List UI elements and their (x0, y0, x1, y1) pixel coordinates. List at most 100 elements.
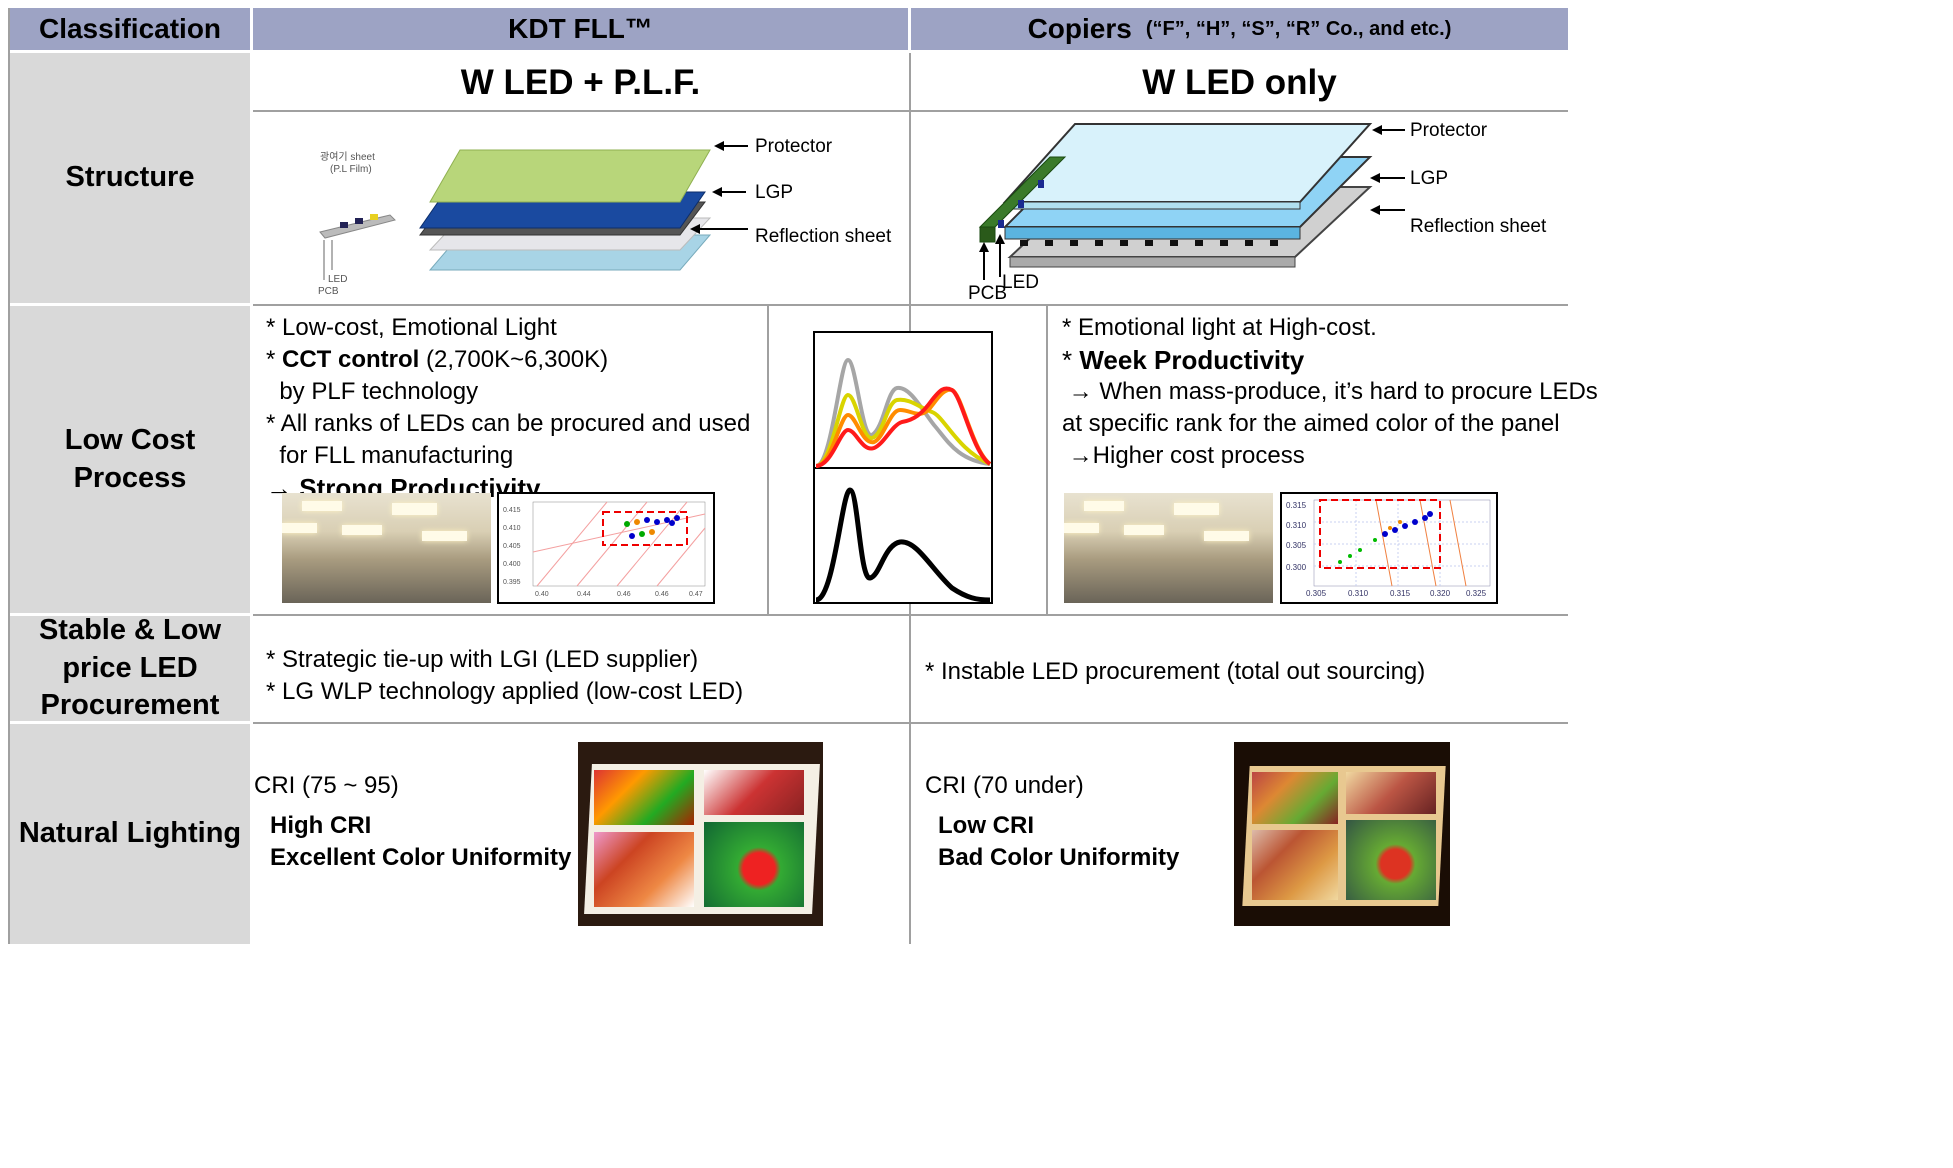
ceiling-lamp (342, 525, 382, 535)
x-tick: 0.325 (1466, 589, 1487, 598)
spectrum-gray (815, 357, 991, 468)
film-label: (P.L Film) (330, 164, 372, 175)
row-label-low-cost: Low Cost Process (10, 306, 250, 613)
kdt-low-cost-text: * Low-cost, Emotional Light * CCT contro… (266, 314, 751, 503)
y-tick: 0.415 (503, 507, 521, 514)
arrow-left-icon (1372, 125, 1405, 135)
kdt-structure-diagram: 광여기 sheet (P.L Film) LED PCB Protector L… (318, 136, 892, 297)
ceiling-lamp (1084, 501, 1124, 511)
lgp-dots (1020, 240, 1278, 246)
spectrum-charts (813, 331, 993, 604)
row-label-structure: Structure (10, 53, 250, 303)
row-divider (253, 304, 1568, 306)
pcb-strip (319, 214, 396, 239)
ceiling-lamp (1204, 531, 1249, 541)
kdt-cri: CRI (75 ~ 95) (254, 772, 399, 799)
row-label-natural: Natural Lighting (10, 724, 250, 944)
pcb-label: PCB (968, 283, 1007, 304)
y-tick: 0.310 (1286, 521, 1307, 530)
kdt-natural-bold: High CRI Excellent Color Uniformity (270, 812, 572, 871)
copiers-procurement-text: * Instable LED procurement (total out so… (925, 658, 1426, 685)
protector-edge (1004, 201, 1301, 210)
x-tick: 0.315 (1390, 589, 1411, 598)
lgp-edge (1004, 226, 1301, 240)
pcb-label: PCB (318, 286, 339, 297)
arrow-left-icon (712, 187, 746, 197)
y-tick: 0.400 (503, 561, 521, 568)
pcb-edge (979, 226, 996, 243)
row-divider (253, 722, 1568, 724)
spectrum-red (815, 386, 992, 468)
reflection-label: Reflection sheet (755, 226, 892, 247)
arrow-left-icon (1370, 173, 1405, 183)
x-tick: 0.305 (1306, 589, 1327, 598)
lgp-label: LGP (1410, 168, 1448, 189)
isotherm-lines (1375, 499, 1467, 587)
arrow-up-icon (979, 242, 989, 280)
copiers-office-photo (1064, 493, 1273, 603)
y-tick: 0.405 (503, 543, 521, 550)
food-panel (594, 832, 694, 907)
highlight-box (1319, 499, 1441, 569)
header-classification: Classification (10, 8, 250, 50)
x-tick: 0.47 (689, 591, 703, 598)
y-tick: 0.300 (1286, 563, 1307, 572)
led-label: LED (328, 274, 347, 285)
x-tick: 0.320 (1430, 589, 1451, 598)
protector-label: Protector (755, 136, 833, 157)
header-copiers: Copiers (“F”, “H”, “S”, “R” Co., and etc… (911, 8, 1568, 50)
ceiling-lamp (1174, 503, 1219, 515)
led-chip (370, 214, 378, 220)
food-panel (1252, 772, 1338, 824)
kdt-procurement-text: * Strategic tie-up with LGI (LED supplie… (266, 646, 744, 705)
kdt-scatter-plot: 0.415 0.410 0.405 0.400 0.395 0.40 0.44 … (497, 492, 715, 604)
x-tick: 0.46 (655, 591, 669, 598)
spectrum-black (814, 487, 991, 603)
y-tick: 0.315 (1286, 501, 1307, 510)
led-chip (998, 220, 1004, 228)
protector-label: Protector (1410, 120, 1488, 141)
x-tick: 0.44 (577, 591, 591, 598)
ceiling-lamp (422, 531, 467, 541)
row-divider (253, 110, 1568, 112)
food-panel (1346, 772, 1436, 814)
row-label-procurement: Stable & Low price LED Procurement (10, 614, 250, 721)
copiers-natural-bold: Low CRI Bad Color Uniformity (938, 812, 1180, 871)
reflection-label: Reflection sheet (1410, 216, 1547, 237)
spectrum-yellow (815, 392, 991, 468)
subheader-copiers: W LED only (1142, 63, 1337, 102)
food-panel (704, 770, 804, 815)
food-panel (1346, 820, 1436, 900)
copiers-cri: CRI (70 under) (925, 772, 1084, 799)
ceiling-lamp (1124, 525, 1164, 535)
header-copiers-note: (“F”, “H”, “S”, “R” Co., and etc.) (1145, 17, 1452, 40)
ceiling-lamp (302, 501, 342, 511)
y-tick: 0.305 (1286, 541, 1307, 550)
x-tick: 0.46 (617, 591, 631, 598)
led-chip (355, 218, 363, 224)
food-panel (1252, 830, 1338, 900)
x-tick: 0.40 (535, 591, 549, 598)
y-tick: 0.395 (503, 579, 521, 586)
header-kdt: KDT FLL™ (253, 8, 908, 50)
reflection-edge (1009, 256, 1296, 268)
lgp-label: LGP (755, 182, 793, 203)
scatter-points (1338, 511, 1433, 564)
food-panel (594, 770, 694, 825)
y-tick: 0.410 (503, 525, 521, 532)
outer-border (8, 8, 10, 944)
column-divider (767, 306, 769, 614)
arrow-left-icon (1370, 205, 1405, 215)
spectrum-bottom-frame (813, 467, 993, 604)
kdt-food-photo (578, 742, 823, 926)
x-tick: 0.310 (1348, 589, 1369, 598)
subheader-kdt: W LED + P.L.F. (460, 63, 701, 102)
highlight-box (602, 511, 688, 546)
ceiling-lamp (392, 503, 437, 515)
copiers-scatter-plot: 0.315 0.310 0.305 0.300 0.305 0.310 0.31… (1280, 492, 1498, 604)
led-chip (1018, 200, 1024, 208)
ceiling-lamp (1064, 523, 1099, 533)
led-chip (340, 222, 348, 228)
arrow-left-icon (714, 141, 748, 151)
film-label: 광여기 sheet (320, 151, 375, 163)
